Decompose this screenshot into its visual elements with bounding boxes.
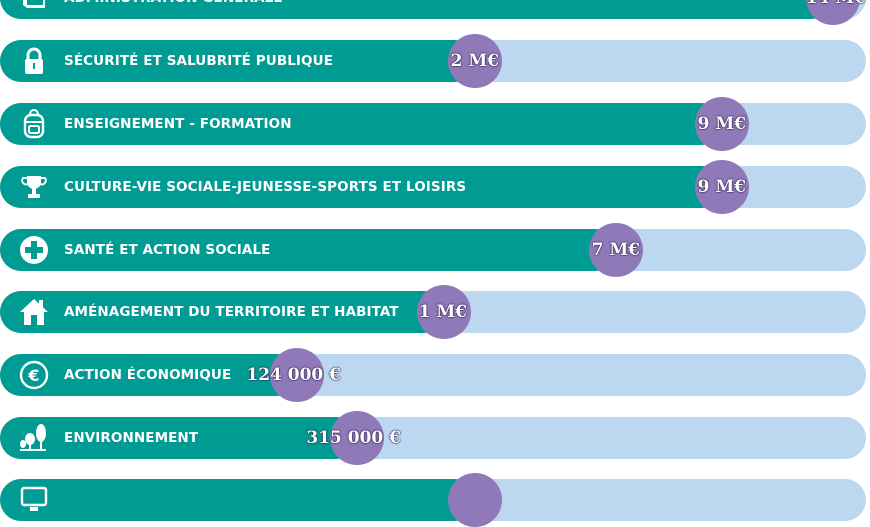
trees-icon bbox=[14, 422, 54, 454]
value-label: 1 M€ bbox=[418, 302, 467, 322]
bar-row: SÉCURITÉ ET SALUBRITÉ PUBLIQUE 2 M€ bbox=[0, 34, 866, 88]
house-icon bbox=[14, 296, 54, 328]
value-label: 9 M€ bbox=[697, 177, 746, 197]
bar-label: SANTÉ ET ACTION SOCIALE bbox=[64, 242, 271, 258]
backpack-icon bbox=[14, 108, 54, 140]
value-label: 315 000 € bbox=[306, 428, 401, 448]
health-cross-icon bbox=[14, 234, 54, 266]
bar-row: SANTÉ ET ACTION SOCIALE 7 M€ bbox=[0, 223, 866, 277]
bar-label: ACTION ÉCONOMIQUE bbox=[64, 367, 232, 383]
euro-coin-icon: € bbox=[14, 359, 54, 391]
bar-fill bbox=[0, 479, 475, 521]
bar-fill bbox=[0, 0, 832, 19]
value-bubble bbox=[270, 348, 324, 402]
bar-row: ENVIRONNEMENT 315 000 € bbox=[0, 411, 866, 465]
value-label: 14 M€ bbox=[806, 0, 866, 19]
bar-fill bbox=[0, 229, 616, 271]
value-bubble bbox=[695, 160, 749, 214]
trophy-icon bbox=[14, 171, 54, 203]
bar-fill bbox=[0, 291, 444, 333]
value-bubble bbox=[589, 223, 643, 277]
bar-row: ADMINISTRATION GÉNÉRALE 14 M€ bbox=[0, 0, 866, 25]
svg-text:€: € bbox=[27, 366, 39, 385]
value-bubble bbox=[330, 411, 384, 465]
bar-fill bbox=[0, 417, 357, 459]
padlock-icon bbox=[14, 45, 54, 77]
bar-label: ADMINISTRATION GÉNÉRALE bbox=[64, 0, 283, 19]
bar-row: AMÉNAGEMENT DU TERRITOIRE ET HABITAT 1 M€ bbox=[0, 285, 866, 339]
value-label: 9 M€ bbox=[697, 114, 746, 134]
bar-fill bbox=[0, 166, 722, 208]
value-label: 124 000 € bbox=[246, 365, 341, 385]
bar-label: AMÉNAGEMENT DU TERRITOIRE ET HABITAT bbox=[64, 304, 399, 320]
value-bubble bbox=[417, 285, 471, 339]
bar-fill bbox=[0, 40, 475, 82]
value-bubble bbox=[448, 34, 502, 88]
bar-label: SÉCURITÉ ET SALUBRITÉ PUBLIQUE bbox=[64, 53, 334, 69]
value-bubble bbox=[448, 473, 502, 527]
value-bubble bbox=[695, 97, 749, 151]
value-label: 7 M€ bbox=[591, 240, 640, 260]
bar-label: CULTURE-VIE SOCIALE-JEUNESSE-SPORTS ET L… bbox=[64, 179, 467, 195]
bar-row bbox=[0, 473, 866, 527]
value-label: 2 M€ bbox=[450, 51, 499, 71]
bar-fill bbox=[0, 354, 297, 396]
book-icon bbox=[14, 0, 54, 14]
bar-fill bbox=[0, 103, 722, 145]
bar-label: ENSEIGNEMENT - FORMATION bbox=[64, 116, 292, 132]
bar-label: ENVIRONNEMENT bbox=[64, 430, 199, 446]
bar-row: ENSEIGNEMENT - FORMATION 9 M€ bbox=[0, 97, 866, 151]
bar-row: € ACTION ÉCONOMIQUE 124 000 € bbox=[0, 348, 866, 402]
bar-row: CULTURE-VIE SOCIALE-JEUNESSE-SPORTS ET L… bbox=[0, 160, 866, 214]
screen-icon bbox=[14, 484, 54, 516]
